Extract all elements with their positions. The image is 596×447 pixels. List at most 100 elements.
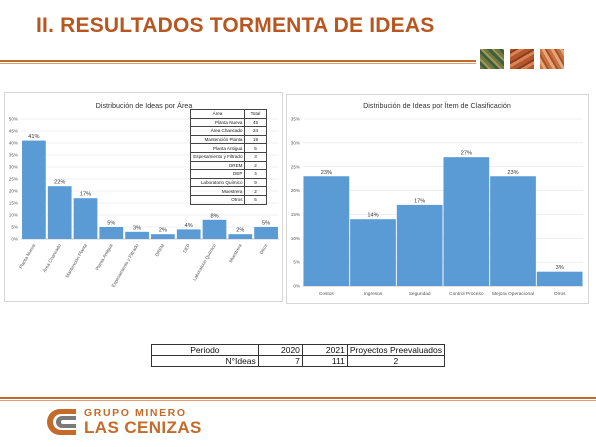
legend-cell: Planta Nueva — [190, 117, 245, 128]
bar — [202, 219, 227, 239]
legend-cell: Muestrera — [190, 186, 245, 196]
bar — [47, 186, 72, 239]
legend-row: Laboratorio Químico 9 — [190, 177, 267, 188]
y-tick-label: 15% — [9, 201, 18, 206]
y-tick-label: 5% — [293, 260, 300, 265]
table-cell: 111 — [301, 355, 348, 367]
x-tick-label: Muestrera — [228, 243, 243, 264]
x-tick-label: Mejora Operacional — [492, 291, 534, 297]
data-label: 14% — [367, 213, 378, 219]
data-label: 3% — [556, 265, 564, 271]
logo-text-top: GRUPO MINERO — [84, 407, 187, 419]
bar — [22, 140, 46, 239]
bottom-divider — [0, 397, 596, 399]
legend-cell: 45 — [244, 117, 267, 128]
data-label: 3% — [133, 225, 141, 231]
area-bar-chart: Distribución de Ideas por Área 0% 5% 10% 15%… — [9, 101, 279, 289]
x-tick-label: Área Chancado — [41, 242, 62, 273]
x-tick-label: Otros — [259, 242, 269, 255]
legend-cell: 2 — [244, 186, 267, 196]
chart-title: Distribución de Ideas por Ítem de Clasif… — [363, 101, 511, 110]
table-cell: 2021 — [301, 344, 348, 356]
bar — [228, 234, 253, 239]
y-tick-label: 30% — [9, 165, 18, 170]
legend-row: DEP 4 — [190, 169, 267, 179]
x-tick-label: Planta Nueva — [18, 243, 36, 270]
data-label: 5% — [107, 221, 115, 227]
bar — [536, 271, 583, 286]
x-tick-label: Otros — [554, 291, 566, 297]
data-label: 22% — [54, 180, 65, 186]
legend-cell: 9 — [244, 177, 267, 188]
texture-swatch-orange — [540, 49, 564, 69]
legend-cell: DREM — [190, 160, 245, 171]
legend-row: Otros 5 — [190, 194, 267, 205]
data-label: 4% — [185, 223, 193, 229]
data-label: 8% — [210, 213, 218, 219]
summary-table: Periodo 2020 2021 Proyectos Preevaluados… — [151, 344, 446, 367]
legend-row: Planta Nueva 45 — [190, 117, 267, 128]
y-tick-label: 35% — [291, 117, 300, 122]
slide-title: II. RESULTADOS TORMENTA DE IDEAS — [36, 14, 435, 37]
table-cell: 2020 — [257, 344, 303, 356]
data-label: 2% — [236, 228, 244, 234]
legend-cell: 4 — [244, 169, 267, 179]
bar — [125, 231, 149, 239]
legend-cell: Espesamiento y Filtrado — [190, 151, 245, 162]
y-tick-label: 30% — [291, 140, 300, 145]
area-legend-table: Área Total Planta Nueva 45 Área Chancado 24 Ma… — [190, 109, 267, 205]
legend-row: Muestrera 2 — [190, 186, 267, 196]
bar — [443, 157, 490, 286]
legend-cell: Mantención Planta — [190, 134, 245, 145]
legend-cell: DEP — [190, 169, 245, 179]
x-tick-label: Laboratorio Químico — [192, 243, 217, 282]
legend-cell: 3 — [244, 151, 267, 162]
x-tick-label: Seguridad — [409, 291, 431, 297]
legend-header-row: Área Total — [190, 109, 267, 119]
y-tick-label: 0% — [11, 237, 18, 242]
data-label: 41% — [28, 134, 39, 140]
y-tick-label: 45% — [9, 129, 18, 134]
legend-row: DREM 2 — [190, 160, 267, 171]
bar — [254, 227, 278, 239]
table-cell: N°Ideas — [151, 355, 259, 367]
texture-swatch-copper — [510, 49, 534, 69]
legend-cell: Laboratorio Químico — [190, 177, 245, 188]
classification-bar-chart: Distribución de Ideas por Ítem de Clasif… — [291, 101, 583, 297]
bar — [303, 176, 350, 286]
x-tick-label: Control Proceso — [449, 291, 484, 297]
texture-swatch-green — [480, 49, 504, 69]
legend-cell: 19 — [244, 134, 267, 145]
table-row: Periodo 2020 2021 Proyectos Preevaluados — [151, 344, 446, 356]
y-tick-label: 35% — [9, 153, 18, 158]
x-tick-label: Ingresos — [364, 291, 383, 297]
classification-chart-panel: Distribución de Ideas por Ítem de Clasif… — [286, 94, 589, 304]
bar — [176, 229, 201, 239]
x-tick-label: Espesamiento y Filtrado — [110, 243, 139, 289]
chart-title: Distribución de Ideas por Área — [96, 101, 193, 110]
y-tick-label: 10% — [9, 213, 18, 218]
legend-cell: Otros — [190, 194, 245, 205]
legend-row: Espesamiento y Filtrado 3 — [190, 151, 267, 162]
data-label: 17% — [414, 198, 425, 204]
data-label: 5% — [262, 221, 270, 227]
data-label: 27% — [461, 151, 472, 157]
table-cell: 7 — [257, 355, 303, 367]
y-tick-label: 50% — [9, 117, 18, 122]
legend-cell: 2 — [244, 160, 267, 171]
bar — [73, 198, 98, 239]
data-label: 2% — [159, 228, 167, 234]
legend-row: Área Chancado 24 — [190, 126, 267, 136]
y-tick-label: 10% — [291, 236, 300, 241]
y-tick-label: 20% — [291, 188, 300, 193]
y-tick-label: 20% — [9, 189, 18, 194]
y-tick-label: 40% — [9, 141, 18, 146]
data-label: 23% — [321, 170, 332, 176]
legend-cell: 24 — [244, 126, 267, 136]
y-tick-label: 5% — [11, 225, 18, 230]
company-logo-icon — [47, 409, 76, 435]
data-label: 17% — [80, 192, 91, 198]
y-tick-label: 25% — [291, 164, 300, 169]
y-tick-label: 0% — [293, 284, 300, 289]
legend-cell: 5 — [244, 194, 267, 205]
